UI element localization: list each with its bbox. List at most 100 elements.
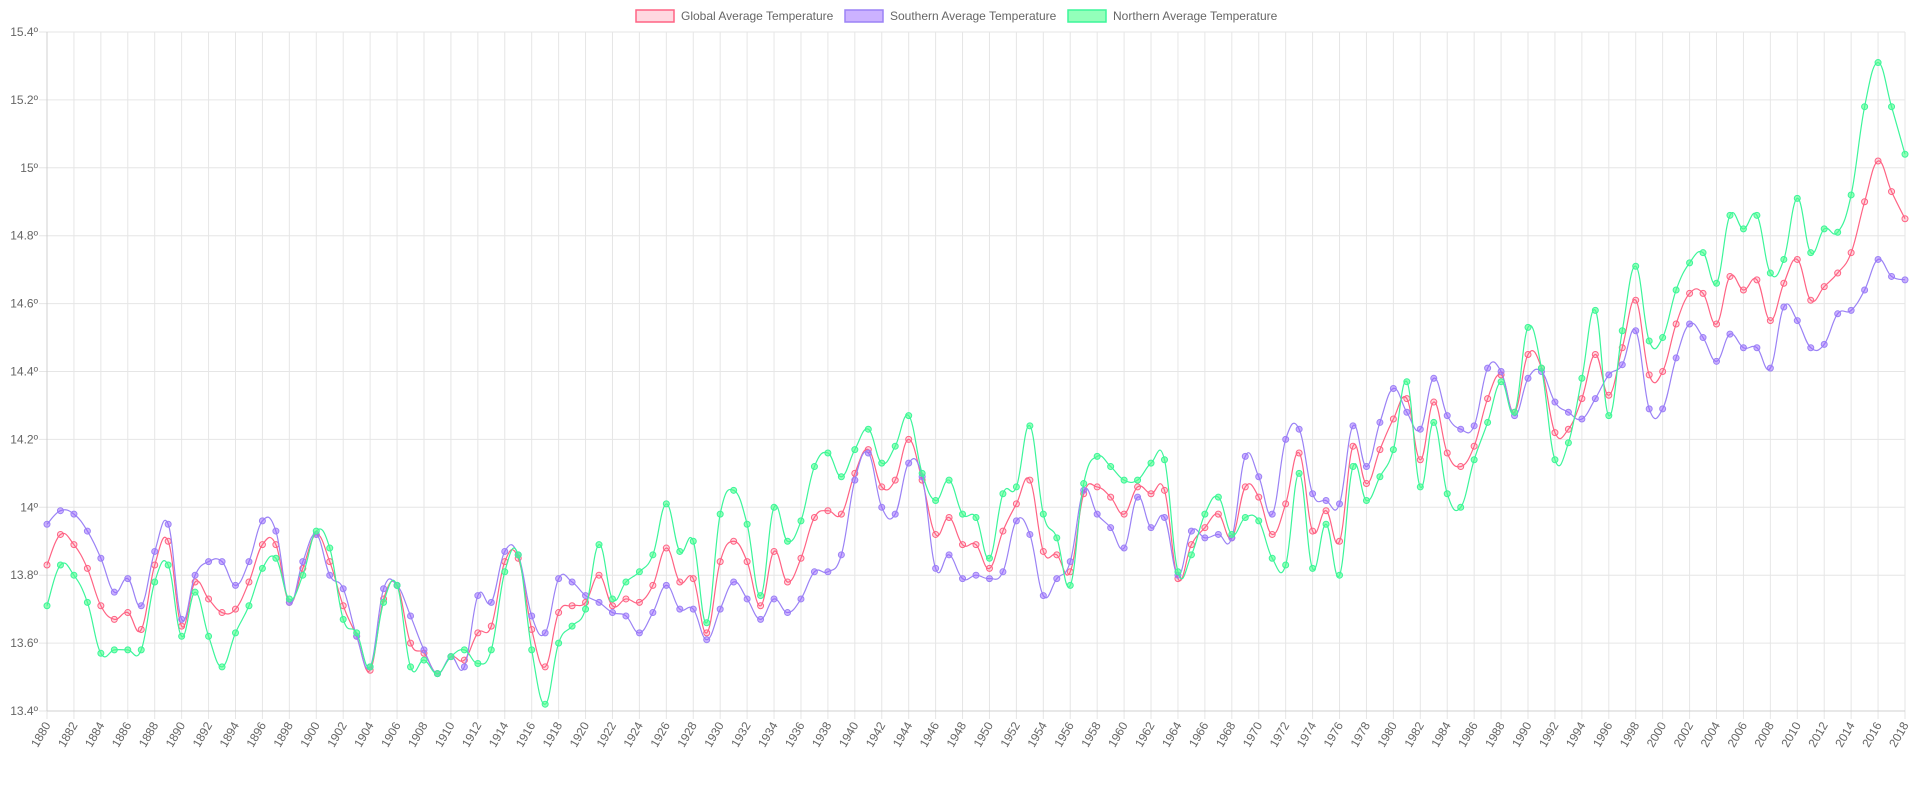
data-point-northern-2007[interactable] [1753,211,1761,219]
data-point-global-2007[interactable] [1753,276,1761,284]
data-point-global-1999[interactable] [1645,371,1653,379]
data-point-northern-1880[interactable] [43,602,51,610]
data-point-southern-1882[interactable] [70,510,78,518]
data-point-southern-1902[interactable] [339,585,347,593]
data-point-northern-1923[interactable] [622,578,630,586]
data-point-northern-1958[interactable] [1093,452,1101,460]
data-point-southern-1948[interactable] [959,575,967,583]
data-point-northern-1977[interactable] [1349,463,1357,471]
data-point-northern-1882[interactable] [70,571,78,579]
data-point-southern-1988[interactable] [1497,368,1505,375]
data-point-southern-1914[interactable] [501,547,509,555]
data-point-southern-1946[interactable] [932,564,940,572]
data-point-southern-1979[interactable] [1376,418,1384,426]
data-point-southern-1892[interactable] [205,558,213,566]
data-point-northern-1975[interactable] [1322,520,1330,528]
data-point-northern-1963[interactable] [1160,456,1168,464]
data-point-northern-1978[interactable] [1362,497,1370,505]
data-point-northern-1904[interactable] [366,663,374,671]
data-point-northern-1957[interactable] [1080,480,1088,488]
data-point-southern-2009[interactable] [1780,303,1788,311]
data-point-global-1885[interactable] [110,615,118,623]
data-point-global-1937[interactable] [810,513,818,521]
data-point-northern-2011[interactable] [1807,249,1815,257]
data-point-northern-1959[interactable] [1107,463,1115,471]
data-point-southern-1956[interactable] [1066,558,1074,566]
data-point-northern-1927[interactable] [676,547,684,555]
data-point-southern-1974[interactable] [1309,490,1317,498]
data-point-global-1983[interactable] [1430,398,1438,406]
data-point-northern-1936[interactable] [797,517,805,525]
data-point-northern-1962[interactable] [1147,459,1155,467]
data-point-southern-1978[interactable] [1362,463,1370,471]
data-point-global-1886[interactable] [124,609,132,617]
data-point-northern-1928[interactable] [689,537,697,545]
data-point-global-1951[interactable] [999,527,1007,535]
data-point-northern-1917[interactable] [541,700,549,708]
data-point-northern-1965[interactable] [1187,551,1195,559]
data-point-southern-1951[interactable] [999,568,1007,576]
data-point-northern-1937[interactable] [810,463,818,471]
data-point-northern-1981[interactable] [1403,378,1411,386]
data-point-northern-1994[interactable] [1578,374,1586,382]
data-point-northern-1908[interactable] [420,656,428,664]
data-point-global-2016[interactable] [1874,157,1882,165]
data-point-global-1893[interactable] [218,609,226,617]
data-point-northern-1926[interactable] [662,500,670,508]
data-point-northern-1949[interactable] [972,513,980,521]
data-point-southern-1899[interactable] [299,558,307,566]
data-point-northern-1999[interactable] [1645,337,1653,345]
data-point-global-1912[interactable] [474,629,482,637]
data-point-global-1936[interactable] [797,554,805,562]
data-point-southern-1955[interactable] [1053,575,1061,583]
data-point-southern-1975[interactable] [1322,497,1330,505]
data-point-southern-1936[interactable] [797,595,805,603]
data-point-global-1975[interactable] [1322,507,1330,515]
data-point-global-1969[interactable] [1241,483,1249,491]
data-point-global-1995[interactable] [1591,351,1599,359]
data-point-northern-1953[interactable] [1026,422,1034,430]
data-point-southern-1984[interactable] [1443,412,1451,420]
data-point-northern-1998[interactable] [1632,262,1640,270]
data-point-northern-1913[interactable] [487,646,495,654]
data-point-southern-1970[interactable] [1255,473,1263,481]
data-point-northern-1947[interactable] [945,476,953,484]
data-point-global-1967[interactable] [1214,510,1222,518]
data-point-southern-1963[interactable] [1160,513,1168,521]
data-point-global-1938[interactable] [824,507,832,515]
data-point-southern-1993[interactable] [1564,408,1572,416]
data-point-global-1955[interactable] [1053,551,1061,559]
data-point-global-1934[interactable] [770,547,778,555]
data-point-southern-1940[interactable] [851,476,859,484]
data-point-global-1917[interactable] [541,663,549,671]
data-point-global-1907[interactable] [407,639,415,647]
data-point-global-1952[interactable] [1012,500,1020,508]
data-point-northern-1902[interactable] [339,615,347,623]
data-point-northern-1894[interactable] [231,629,239,637]
data-point-global-1926[interactable] [662,544,670,552]
data-point-northern-1960[interactable] [1120,476,1128,484]
data-point-southern-1928[interactable] [689,605,697,613]
data-point-southern-1888[interactable] [151,547,159,555]
data-point-global-1972[interactable] [1282,500,1290,508]
data-point-northern-1929[interactable] [703,619,711,627]
data-point-global-1973[interactable] [1295,449,1303,457]
data-point-northern-1884[interactable] [97,649,105,657]
data-point-southern-1966[interactable] [1201,534,1209,542]
data-point-southern-1997[interactable] [1618,361,1626,369]
data-point-northern-1976[interactable] [1336,571,1344,579]
data-point-northern-1971[interactable] [1268,554,1276,562]
data-point-southern-1999[interactable] [1645,405,1653,413]
data-point-global-1928[interactable] [689,575,697,583]
data-point-northern-1919[interactable] [568,622,576,630]
data-point-southern-1890[interactable] [178,615,186,623]
data-point-northern-2005[interactable] [1726,211,1734,219]
data-point-southern-1933[interactable] [757,615,765,623]
data-point-southern-1985[interactable] [1457,425,1465,433]
data-point-northern-1925[interactable] [649,551,657,559]
data-point-northern-1903[interactable] [353,629,361,637]
data-point-northern-1900[interactable] [312,527,320,535]
data-point-global-1943[interactable] [891,476,899,484]
data-point-global-1987[interactable] [1484,395,1492,403]
data-point-northern-2004[interactable] [1713,279,1721,287]
